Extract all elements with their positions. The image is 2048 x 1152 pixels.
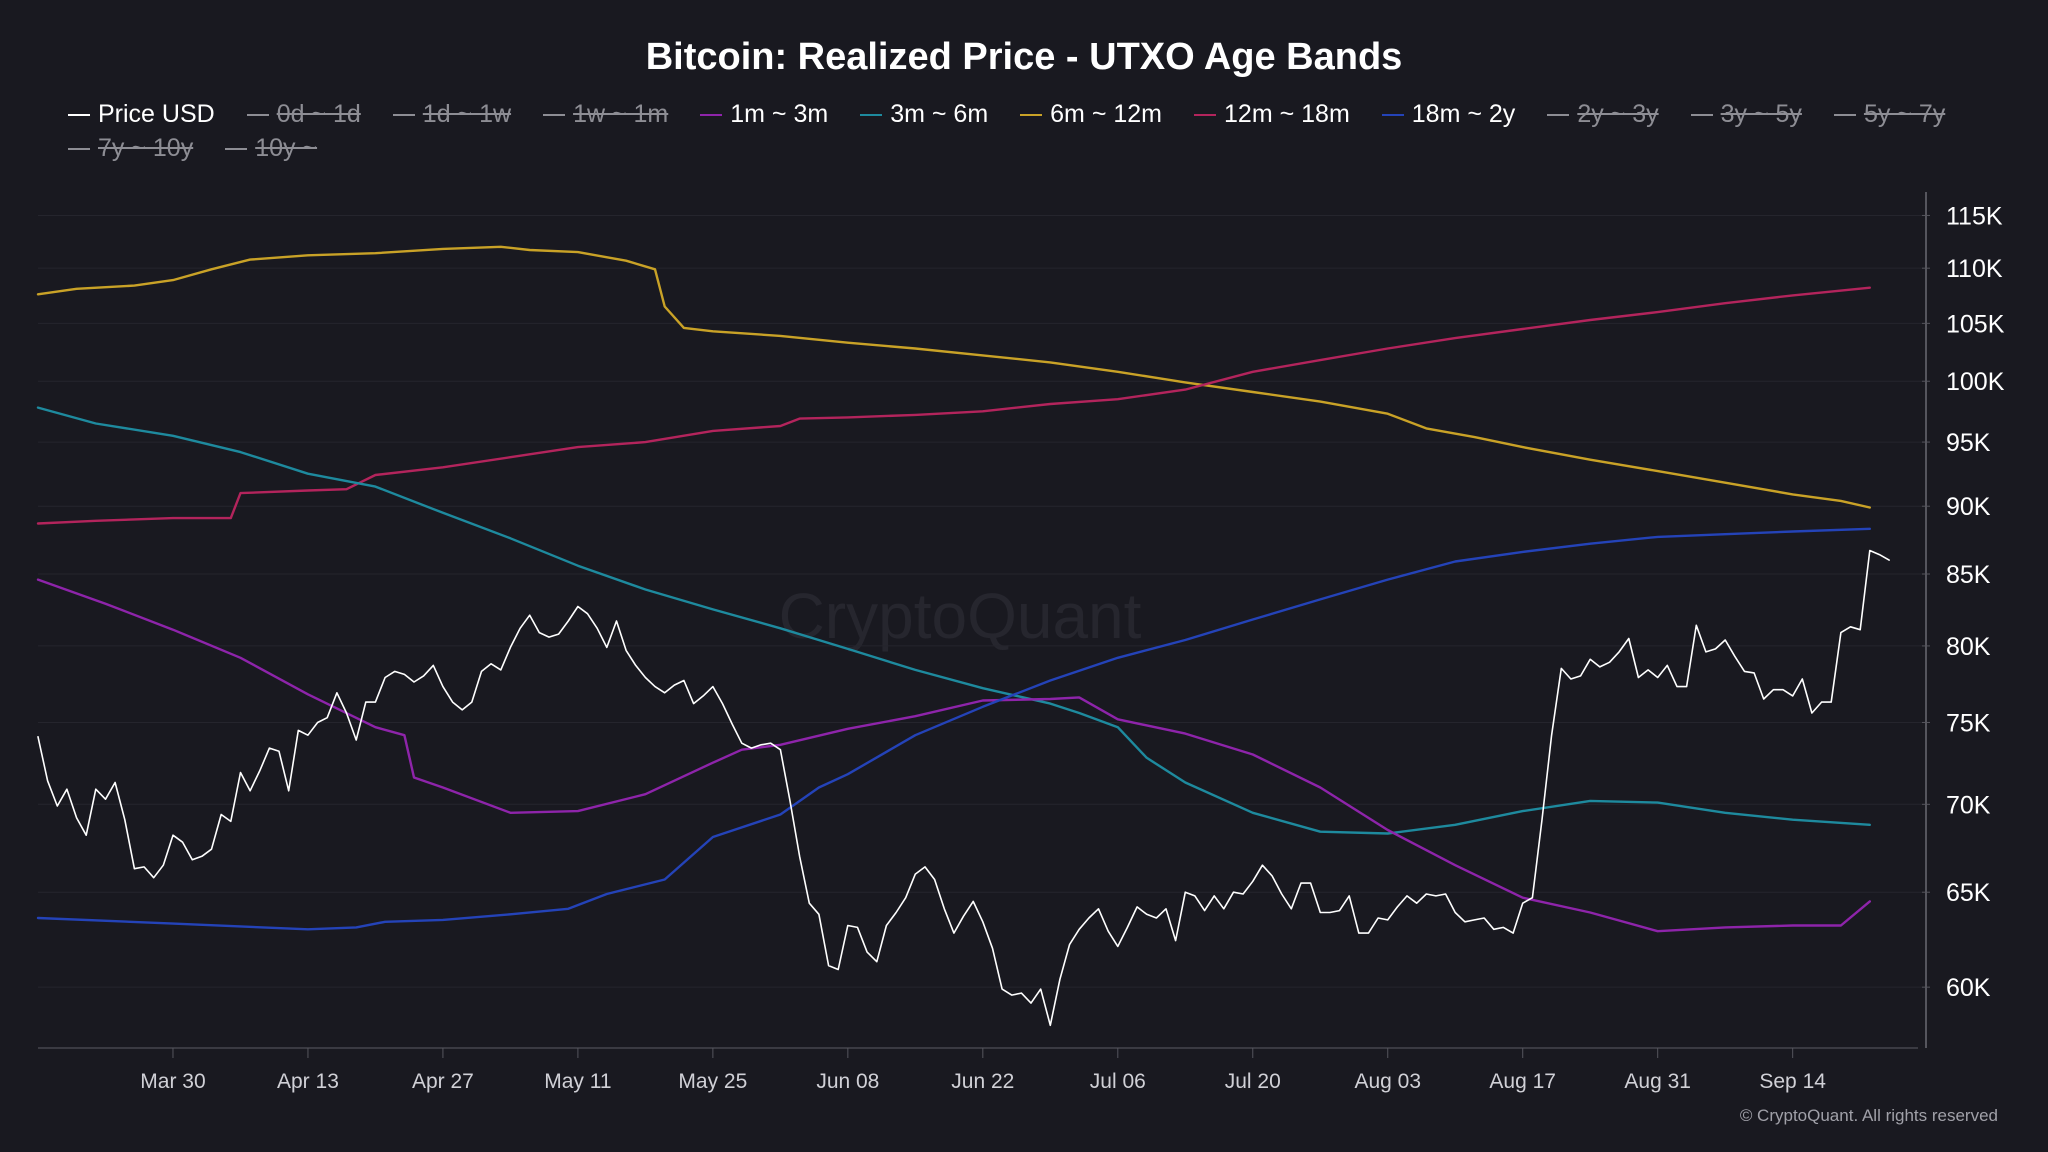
y-tick-label: 100K	[1946, 368, 2005, 396]
x-tick-label: Jun 08	[816, 1070, 879, 1093]
y-tick-label: 75K	[1946, 709, 1991, 737]
watermark-text: CryptoQuant	[779, 580, 1142, 652]
series-line-12m-18m	[36, 286, 1872, 525]
y-tick-label: 60K	[1946, 974, 1991, 1002]
x-tick-label: May 11	[544, 1070, 611, 1093]
series-line-price-usd	[37, 549, 1890, 1027]
grid-lines	[38, 214, 1922, 988]
series-line-1m-3m	[36, 578, 1872, 933]
legend-item-6m12m[interactable]: 6m ~ 12m	[1020, 100, 1162, 129]
axes: 60K 65K 70K 75K 80K 85K 90K 95K 100K 105K 110K 115K…	[38, 192, 2005, 1093]
legend-swatch	[68, 113, 90, 116]
legend-swatch	[225, 147, 248, 150]
y-tick-label: 95K	[1946, 429, 1991, 457]
legend-row-1: Price USD 0d ~ 1d 1d ~ 1w 1w ~ 1m 1m ~ 3m 3m …	[68, 100, 1977, 129]
legend-item-1w1m[interactable]: 1w ~ 1m	[543, 100, 668, 129]
x-tick-label: Aug 31	[1624, 1070, 1691, 1093]
legend-label: 18m ~ 2y	[1411, 100, 1516, 128]
series-lines	[36, 245, 1890, 1027]
legend-swatch	[246, 113, 269, 116]
legend-label: 3y ~ 5y	[1720, 100, 1802, 128]
x-tick-label: Aug 03	[1354, 1070, 1421, 1093]
legend-item-7y10y[interactable]: 7y ~ 10y	[68, 134, 193, 163]
x-tick-label: Jun 22	[951, 1070, 1014, 1093]
legend-label: 12m ~ 18m	[1224, 100, 1350, 128]
legend-swatch	[1194, 113, 1217, 116]
legend-label: 2y ~ 3y	[1577, 100, 1659, 128]
x-tick-label: Mar 30	[140, 1070, 205, 1093]
legend-label: 1w ~ 1m	[573, 100, 669, 128]
legend-item-5y7y[interactable]: 5y ~ 7y	[1833, 100, 1946, 129]
x-tick-label: Apr 13	[277, 1070, 339, 1093]
legend-item-3y5y[interactable]: 3y ~ 5y	[1690, 100, 1802, 129]
series-line-18m-2y	[36, 527, 1872, 931]
x-tick-label: Apr 27	[412, 1070, 474, 1093]
legend-item-1d1w[interactable]: 1d ~ 1w	[392, 100, 512, 129]
legend-item-price[interactable]: Price USD	[68, 100, 215, 129]
x-tick-label: Aug 17	[1489, 1070, 1556, 1093]
y-tick-label: 90K	[1946, 493, 1991, 521]
legend-swatch	[68, 147, 90, 150]
legend-item-1m3m[interactable]: 1m ~ 3m	[700, 100, 828, 129]
legend-label: 1d ~ 1w	[422, 100, 512, 128]
series-line-6m-12m	[36, 245, 1872, 509]
y-tick-label: 110K	[1946, 255, 2003, 283]
legend-row-2: 7y ~ 10y 10y ~	[68, 134, 349, 163]
y-tick-label: 115K	[1946, 202, 2003, 230]
legend-label: 7y ~ 10y	[98, 134, 194, 162]
legend-swatch	[700, 113, 723, 116]
legend-swatch	[1381, 113, 1404, 116]
legend-swatch	[860, 113, 883, 116]
legend-label: Price USD	[98, 100, 215, 128]
legend-item-10y[interactable]: 10y ~	[225, 134, 317, 163]
y-tick-label: 85K	[1946, 561, 1991, 589]
legend-label: 6m ~ 12m	[1050, 100, 1163, 128]
x-tick-label: Jul 06	[1090, 1070, 1146, 1093]
legend-label: 0d ~ 1d	[276, 100, 361, 128]
legend-label: 1m ~ 3m	[730, 100, 829, 128]
legend-swatch	[392, 113, 415, 116]
legend-item-2y3y[interactable]: 2y ~ 3y	[1547, 100, 1659, 129]
legend-item-3m6m[interactable]: 3m ~ 6m	[860, 100, 988, 129]
legend-swatch	[543, 113, 566, 116]
copyright-text: © CryptoQuant. All rights reserved	[1739, 1106, 1998, 1125]
legend-label: 10y ~	[255, 134, 318, 162]
y-tick-label: 70K	[1946, 791, 1991, 819]
y-tick-label: 65K	[1946, 879, 1991, 907]
y-tick-label: 80K	[1946, 633, 1991, 661]
legend-label: 3m ~ 6m	[890, 100, 989, 128]
y-tick-label: 105K	[1946, 310, 2005, 338]
x-tick-label: May 25	[678, 1070, 747, 1093]
x-tick-label: Jul 20	[1225, 1070, 1281, 1093]
legend-item-18m2y[interactable]: 18m ~ 2y	[1381, 100, 1516, 129]
legend-swatch	[1833, 113, 1856, 116]
legend-item-0d1d[interactable]: 0d ~ 1d	[246, 100, 361, 129]
legend-item-12m18m[interactable]: 12m ~ 18m	[1194, 100, 1350, 129]
legend-swatch	[1690, 113, 1713, 116]
series-line-3m-6m	[36, 406, 1872, 835]
legend-swatch	[1020, 113, 1043, 116]
x-tick-label: Sep 14	[1759, 1070, 1826, 1093]
chart-title: Bitcoin: Realized Price - UTXO Age Bands	[645, 36, 1403, 78]
legend-label: 5y ~ 7y	[1863, 100, 1946, 128]
legend-swatch	[1547, 113, 1570, 116]
